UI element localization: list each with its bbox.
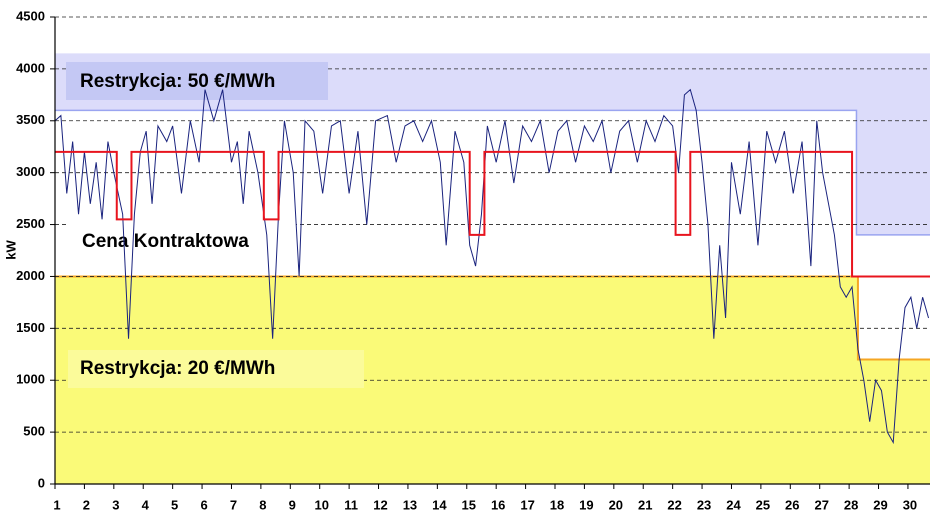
series-line	[55, 150, 930, 278]
x-tick-label: 19	[579, 497, 593, 512]
x-tick-label: 23	[697, 497, 711, 512]
region-label: Restrykcja: 50 €/MWh	[80, 71, 275, 92]
label-box	[68, 350, 364, 388]
x-tick-label: 10	[314, 497, 328, 512]
x-tick-label: 16	[491, 497, 505, 512]
x-tick-label: 17	[520, 497, 534, 512]
series-label: Cena Kontraktowa	[82, 231, 249, 252]
y-tick-label: 3500	[16, 112, 45, 127]
x-tick-label: 26	[785, 497, 799, 512]
y-tick-label: 1000	[16, 372, 45, 387]
x-tick-label: 7	[230, 497, 237, 512]
x-tick-label: 3	[112, 497, 119, 512]
x-tick-label: 12	[373, 497, 387, 512]
x-tick-label: 24	[726, 497, 741, 512]
x-tick-label: 11	[344, 497, 358, 512]
x-tick-label: 2	[83, 497, 90, 512]
x-tick-label: 9	[289, 497, 296, 512]
label-box	[68, 222, 296, 260]
x-tick-label: 20	[609, 497, 623, 512]
x-tick-label: 27	[814, 497, 828, 512]
y-tick-label: 500	[23, 424, 45, 439]
x-tick-label: 15	[462, 497, 476, 512]
x-tick-label: 14	[432, 497, 447, 512]
y-tick-label: 4500	[16, 8, 45, 23]
x-tick-label: 5	[171, 497, 178, 512]
y-tick-label: 0	[38, 475, 45, 490]
region-label: Restrykcja: 20 €/MWh	[80, 358, 275, 379]
y-tick-label: 1500	[16, 320, 45, 335]
x-tick-label: 28	[844, 497, 858, 512]
x-tick-label: 18	[550, 497, 564, 512]
x-tick-label: 29	[873, 497, 887, 512]
series-line	[54, 88, 930, 445]
y-tick-label: 3000	[16, 164, 45, 179]
x-tick-label: 6	[200, 497, 207, 512]
y-tick-label: 2000	[16, 268, 45, 283]
x-tick-label: 25	[756, 497, 770, 512]
y-tick-label: 4000	[16, 60, 45, 75]
x-tick-label: 30	[903, 497, 917, 512]
x-tick-label: 22	[667, 497, 681, 512]
y-axis-label: kW	[3, 240, 18, 260]
x-tick-label: 13	[403, 497, 417, 512]
x-tick-label: 4	[142, 497, 150, 512]
label-box	[66, 62, 328, 100]
x-tick-label: 1	[53, 497, 60, 512]
x-tick-label: 21	[638, 497, 652, 512]
x-tick-label: 8	[259, 497, 266, 512]
y-tick-label: 2500	[16, 216, 45, 231]
